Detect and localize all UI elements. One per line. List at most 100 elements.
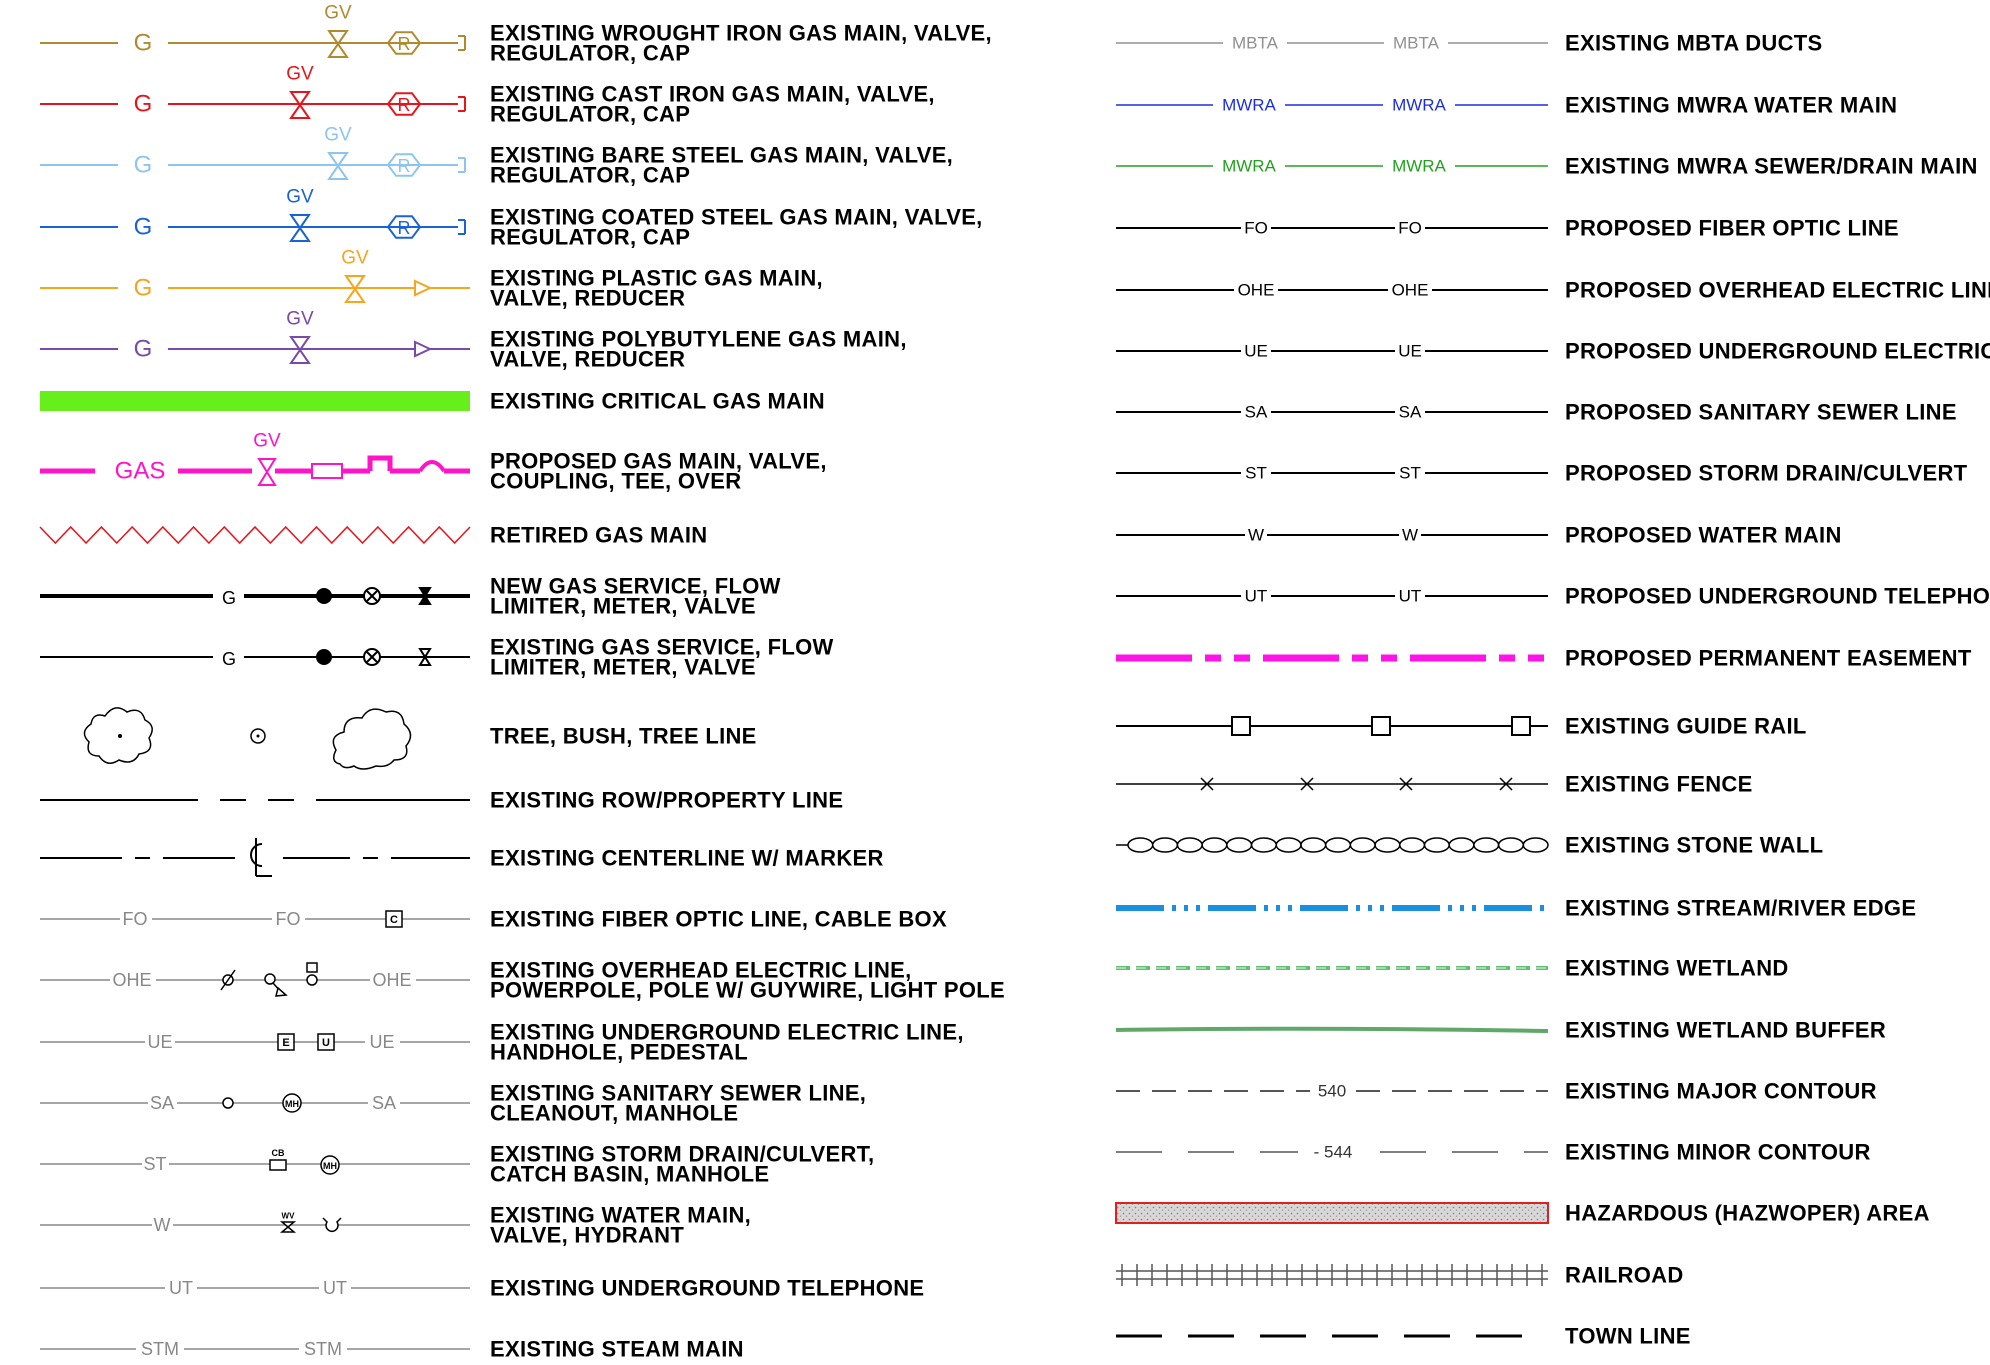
legend-label: EXISTING FIBER OPTIC LINE, CABLE BOX: [490, 907, 947, 932]
pedestal-icon: [317, 1033, 335, 1051]
ue-text: UE: [147, 1032, 172, 1052]
legend-row-row: EXISTING ROW/PROPERTY LINE: [40, 788, 843, 813]
legend-row-stone-wall: EXISTING STONE WALL: [1116, 833, 1823, 858]
legend-label-line2: VALVE, HYDRANT: [490, 1223, 684, 1248]
legend-label-line1: EXISTING PLASTIC GAS MAIN,: [490, 266, 823, 291]
gas-main-text: G: [134, 152, 153, 179]
valve-icon: [289, 91, 311, 119]
legend-label: RETIRED GAS MAIN: [490, 523, 707, 548]
legend-row-pl-gas: G GV EXISTING PLASTIC GAS MAIN,VALVE, REDU…: [40, 248, 823, 311]
guide-rail-post-icon: [1511, 716, 1531, 736]
legend-row-mwra-sewer: MWRA MWRA EXISTING MWRA SEWER/DRAIN MAIN: [1116, 154, 1977, 179]
legend-label: EXISTING CENTERLINE W/ MARKER: [490, 846, 884, 871]
stone-icon: [1275, 837, 1302, 853]
legend-label: EXISTING MAJOR CONTOUR: [1565, 1079, 1877, 1104]
utility-line-text: UE: [1244, 342, 1268, 361]
gas-main-text: G: [134, 30, 153, 57]
legend-label-line2: HANDHOLE, PEDESTAL: [490, 1040, 748, 1065]
utility-line-text: MWRA: [1392, 96, 1446, 115]
legend-label: TREE, BUSH, TREE LINE: [490, 724, 757, 749]
legend-row-prop-gas: GAS GV PROPOSED GAS MAIN, VALVE,COUPLING, …: [40, 431, 826, 494]
stone-icon: [1151, 837, 1179, 853]
handhole-text: E: [282, 1037, 289, 1049]
legend-row-stream: EXISTING STREAM/RIVER EDGE: [1116, 896, 1916, 921]
legend-row-p-st: ST ST PROPOSED STORM DRAIN/CULVERT: [1116, 461, 1967, 486]
manhole-icon: [320, 1155, 340, 1175]
legend-label-line2: LIMITER, METER, VALVE: [490, 655, 756, 680]
utility-line-text: FO: [1244, 219, 1268, 238]
utility-line-text: UT: [1245, 587, 1268, 606]
legend-row-hazwoper: HAZARDOUS (HAZWOPER) AREA: [1115, 1201, 1929, 1226]
stone-icon: [1226, 837, 1253, 853]
legend-label-line2: CLEANOUT, MANHOLE: [490, 1101, 738, 1126]
legend-row-p-ohe: OHE OHE PROPOSED OVERHEAD ELECTRIC LINE: [1116, 278, 1990, 303]
tree-line-icon: [332, 708, 412, 770]
legend-row-ut: UT UT EXISTING UNDERGROUND TELEPHONE: [40, 1276, 924, 1301]
guide-rail-post-icon: [1371, 716, 1391, 736]
legend-label: PROPOSED WATER MAIN: [1565, 523, 1842, 548]
legend-label-line1: EXISTING WATER MAIN,: [490, 1203, 751, 1228]
legend-row-crit-gas: EXISTING CRITICAL GAS MAIN: [40, 389, 825, 414]
legend-label: EXISTING STEAM MAIN: [490, 1337, 744, 1362]
fiber-text: FO: [276, 909, 301, 929]
legend-label: EXISTING WETLAND: [1565, 956, 1789, 981]
legend-label: EXISTING CRITICAL GAS MAIN: [490, 389, 825, 414]
retired-gas-zigzag: [39, 525, 471, 545]
legend-row-centerline: EXISTING CENTERLINE W/ MARKER: [40, 838, 884, 877]
utility-line-text: MWRA: [1222, 96, 1276, 115]
legend-row-p-fo: FO FO PROPOSED FIBER OPTIC LINE: [1116, 216, 1899, 241]
regulator-icon: [386, 215, 422, 239]
legend-row-town-line: TOWN LINE: [1116, 1324, 1690, 1349]
legend-label-line1: NEW GAS SERVICE, FLOW: [490, 574, 781, 599]
legend-label-line2: COUPLING, TEE, OVER: [490, 469, 741, 494]
hazwoper-area-icon: [1115, 1202, 1549, 1224]
gas-main-text: G: [134, 275, 153, 302]
utility-line-text: OHE: [1392, 281, 1429, 300]
utility-line-text: UT: [1399, 587, 1422, 606]
regulator-text: R: [398, 95, 411, 115]
legend-label-line2: POWERPOLE, POLE W/ GUYWIRE, LIGHT POLE: [490, 978, 1005, 1003]
legend-row-ue: UE UE E U EXISTING UNDERGROUND ELECTRIC LINE…: [40, 1020, 963, 1065]
wetland-buffer-line: [1115, 1026, 1549, 1033]
utility-line-text: UE: [1398, 342, 1422, 361]
light-pole-icon: [306, 974, 318, 986]
legend-label: EXISTING STREAM/RIVER EDGE: [1565, 896, 1916, 921]
legend-row-easement: PROPOSED PERMANENT EASEMENT: [1116, 646, 1972, 671]
meter-icon: [366, 651, 378, 663]
legend-label: EXISTING GUIDE RAIL: [1565, 714, 1807, 739]
legend-label-line1: EXISTING COATED STEEL GAS MAIN, VALVE,: [490, 205, 983, 230]
sa-text: SA: [372, 1093, 396, 1113]
legend-label: EXISTING ROW/PROPERTY LINE: [490, 788, 843, 813]
legend-label-line1: EXISTING BARE STEEL GAS MAIN, VALVE,: [490, 143, 953, 168]
legend-row-sa: SA SA MH EXISTING SANITARY SEWER LINE,CLEAN…: [40, 1081, 866, 1126]
guide-rail-post-icon: [1231, 716, 1251, 736]
legend-row-retired-gas: RETIRED GAS MAIN: [39, 523, 707, 548]
manhole-text: MH: [323, 1161, 337, 1171]
over-icon: [418, 460, 446, 473]
valve-icon: [327, 30, 349, 58]
fence-x-icon: [1300, 777, 1314, 791]
legend-row-fence: EXISTING FENCE: [1116, 772, 1752, 797]
manhole-text: MH: [285, 1099, 299, 1109]
valve-text: GV: [286, 187, 314, 208]
stone-icon: [1324, 837, 1352, 853]
regulator-text: R: [398, 156, 411, 176]
regulator-icon: [386, 31, 422, 55]
reducer-icon: [414, 340, 433, 358]
utility-line-text: MWRA: [1392, 157, 1446, 176]
ut-text: UT: [169, 1278, 193, 1298]
cable-box-icon: [385, 910, 403, 928]
gas-service-text: G: [222, 588, 236, 608]
legend-label-line2: REGULATOR, CAP: [490, 41, 690, 66]
stone-icon: [1250, 837, 1277, 853]
legend-row-wi-gas: G GV R EXISTING WROUGHT IRON GAS MAIN, VALV…: [40, 3, 992, 66]
legend-label: EXISTING WETLAND BUFFER: [1565, 1018, 1886, 1043]
valve-text: GV: [324, 3, 352, 24]
legend-row-tree: TREE, BUSH, TREE LINE: [83, 707, 757, 770]
legend-row-st: ST CB MH EXISTING STORM DRAIN/CULVERT,CATCH…: [40, 1142, 874, 1187]
utility-line-text: SA: [1245, 403, 1268, 422]
stone-icon: [1399, 837, 1426, 853]
utility-line-text: W: [1402, 526, 1418, 545]
